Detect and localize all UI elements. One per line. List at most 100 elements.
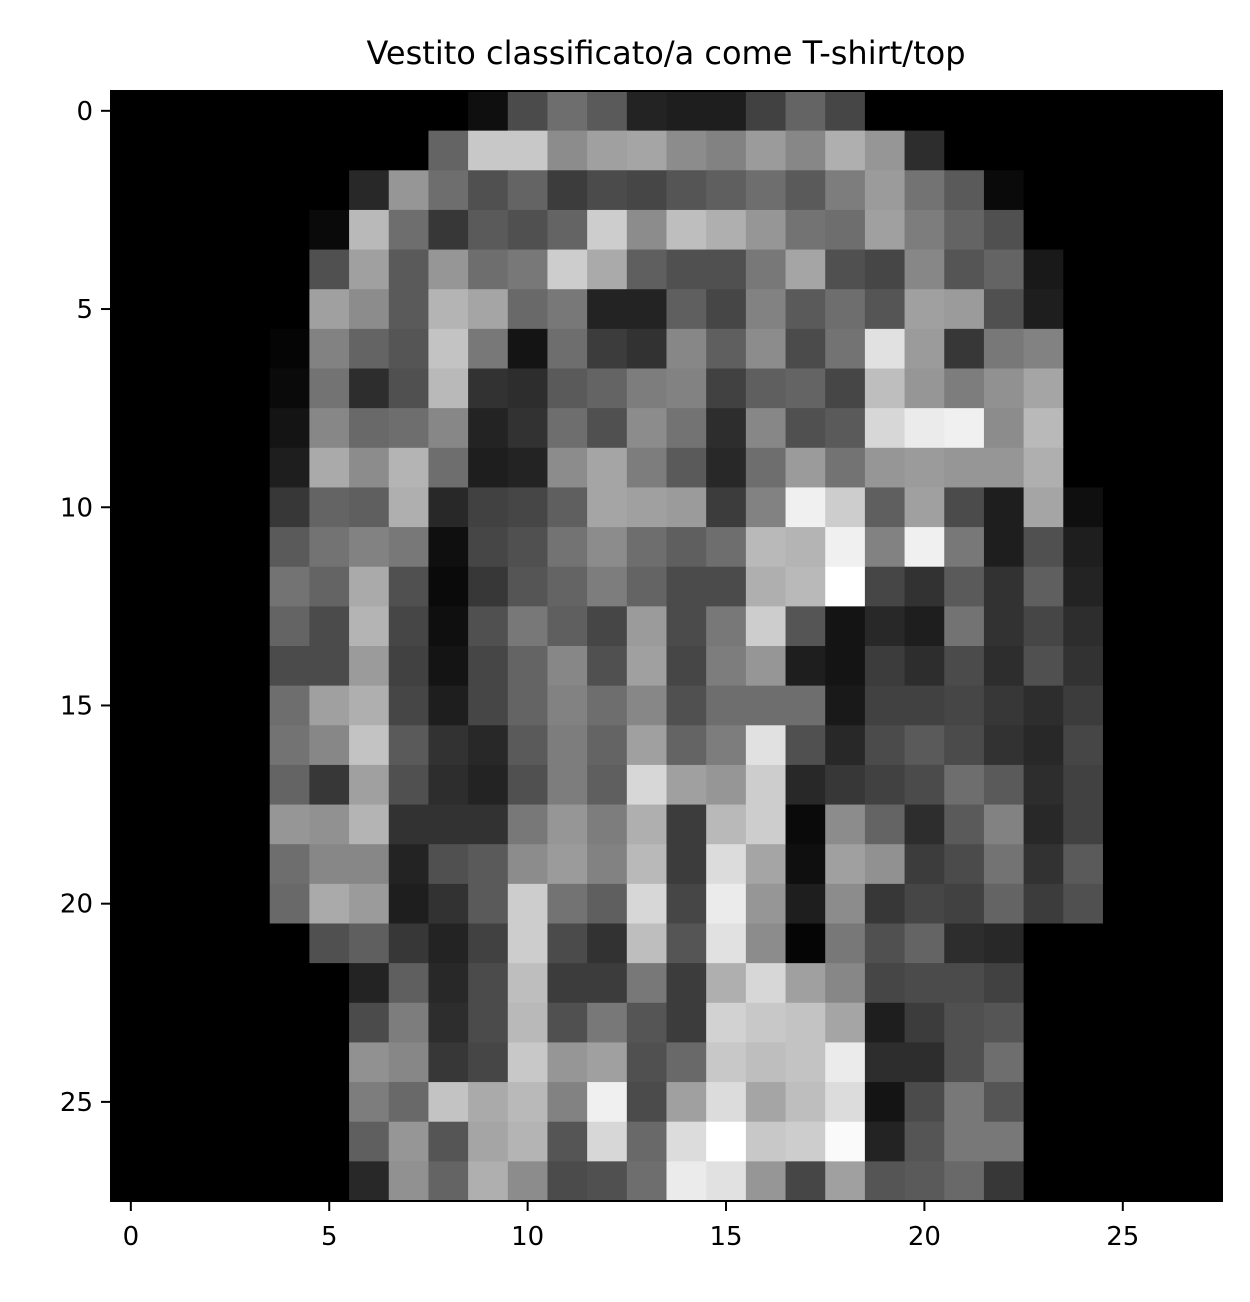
heatmap-cell-r9-c10 xyxy=(507,447,549,489)
heatmap-cell-r12-c2 xyxy=(190,566,231,607)
heatmap-cell-r3-c20 xyxy=(904,209,945,251)
heatmap-cell-r23-c27 xyxy=(1182,1002,1223,1044)
heatmap-cell-r18-c14 xyxy=(666,804,707,845)
heatmap-cell-r3-c14 xyxy=(666,209,707,251)
heatmap-cell-r6-c27 xyxy=(1182,328,1223,370)
heatmap-cell-r23-c23 xyxy=(1023,1002,1064,1044)
heatmap-cell-r22-c6 xyxy=(349,963,390,1004)
heatmap-cell-r26-c21 xyxy=(944,1121,985,1162)
heatmap-cell-r5-c0 xyxy=(111,289,152,330)
heatmap-cell-r21-c4 xyxy=(269,923,310,964)
heatmap-cell-r25-c8 xyxy=(428,1082,469,1123)
heatmap-cell-r11-c22 xyxy=(983,527,1025,568)
heatmap-cell-r21-c12 xyxy=(587,923,628,964)
y-tick-label-25: 25 xyxy=(60,1088,93,1118)
heatmap-cell-r7-c22 xyxy=(983,368,1025,409)
heatmap-cell-r5-c9 xyxy=(468,289,509,330)
heatmap-cell-r16-c0 xyxy=(111,725,152,766)
heatmap-cell-r26-c5 xyxy=(309,1121,350,1162)
heatmap-cell-r9-c16 xyxy=(745,447,787,489)
heatmap-cell-r4-c20 xyxy=(904,249,945,290)
heatmap-cell-r14-c25 xyxy=(1102,646,1144,687)
heatmap-cell-r9-c8 xyxy=(428,447,469,489)
heatmap-cell-r22-c13 xyxy=(626,963,668,1004)
heatmap-cell-r27-c2 xyxy=(190,1161,231,1202)
heatmap-cell-r15-c20 xyxy=(904,685,945,726)
heatmap-cell-r7-c4 xyxy=(269,368,310,409)
heatmap-cell-r23-c26 xyxy=(1142,1002,1183,1044)
heatmap-cell-r22-c9 xyxy=(468,963,509,1004)
heatmap-cell-r27-c10 xyxy=(507,1161,549,1202)
heatmap-cell-r26-c14 xyxy=(666,1121,707,1162)
heatmap-cell-r8-c0 xyxy=(111,408,152,449)
heatmap-cell-r6-c24 xyxy=(1063,328,1104,370)
heatmap-cell-r2-c2 xyxy=(190,170,231,211)
heatmap-cell-r26-c3 xyxy=(230,1121,271,1162)
heatmap-cell-r4-c1 xyxy=(150,249,191,290)
heatmap-cell-r11-c12 xyxy=(587,527,628,568)
heatmap-cell-r6-c1 xyxy=(150,328,191,370)
heatmap-cell-r9-c9 xyxy=(468,447,509,489)
heatmap-cell-r6-c23 xyxy=(1023,328,1064,370)
heatmap-cell-r1-c27 xyxy=(1182,130,1223,171)
heatmap-cell-r27-c5 xyxy=(309,1161,350,1202)
heatmap-cell-r26-c25 xyxy=(1102,1121,1144,1162)
heatmap-cell-r0-c19 xyxy=(864,91,906,132)
heatmap-cell-r15-c1 xyxy=(150,685,191,726)
heatmap-cell-r2-c9 xyxy=(468,170,509,211)
heatmap-cell-r2-c21 xyxy=(944,170,985,211)
heatmap-cell-r13-c21 xyxy=(944,606,985,647)
heatmap-cell-r10-c6 xyxy=(349,487,390,528)
heatmap-cell-r2-c16 xyxy=(745,170,787,211)
heatmap-cell-r25-c4 xyxy=(269,1082,310,1123)
heatmap-cell-r3-c15 xyxy=(706,209,747,251)
heatmap-cell-r13-c20 xyxy=(904,606,945,647)
heatmap-cell-r21-c16 xyxy=(745,923,787,964)
heatmap-cell-r5-c25 xyxy=(1102,289,1144,330)
heatmap-cell-r0-c20 xyxy=(904,91,945,132)
heatmap-cell-r21-c24 xyxy=(1063,923,1104,964)
x-axis: 0 5 10 15 20 25 xyxy=(123,1201,1139,1252)
heatmap-cell-r4-c6 xyxy=(349,249,390,290)
heatmap-cell-r27-c26 xyxy=(1142,1161,1183,1202)
heatmap-cell-r25-c14 xyxy=(666,1082,707,1123)
heatmap-cell-r2-c8 xyxy=(428,170,469,211)
heatmap-cell-r4-c0 xyxy=(111,249,152,290)
heatmap-cell-r21-c3 xyxy=(230,923,271,964)
heatmap-cell-r17-c24 xyxy=(1063,764,1104,806)
heatmap-cell-r3-c5 xyxy=(309,209,350,251)
heatmap-cell-r16-c18 xyxy=(825,725,866,766)
heatmap-cell-r8-c2 xyxy=(190,408,231,449)
heatmap-cell-r20-c25 xyxy=(1102,883,1144,925)
heatmap-cell-r19-c4 xyxy=(269,844,310,885)
heatmap-cell-r23-c25 xyxy=(1102,1002,1144,1044)
heatmap-cell-r23-c18 xyxy=(825,1002,866,1044)
heatmap-cell-r8-c25 xyxy=(1102,408,1144,449)
heatmap-cell-r12-c18 xyxy=(825,566,866,607)
heatmap-cell-r7-c21 xyxy=(944,368,985,409)
heatmap-cell-r8-c11 xyxy=(547,408,588,449)
heatmap-cell-r7-c13 xyxy=(626,368,668,409)
heatmap-cell-r26-c19 xyxy=(864,1121,906,1162)
heatmap-cell-r10-c15 xyxy=(706,487,747,528)
heatmap-cell-r8-c17 xyxy=(785,408,826,449)
heatmap-cell-r8-c16 xyxy=(745,408,787,449)
heatmap-cell-r5-c24 xyxy=(1063,289,1104,330)
heatmap-cell-r7-c11 xyxy=(547,368,588,409)
heatmap-cell-r15-c9 xyxy=(468,685,509,726)
heatmap-cell-r11-c11 xyxy=(547,527,588,568)
heatmap-cell-r23-c17 xyxy=(785,1002,826,1044)
heatmap-cell-r25-c10 xyxy=(507,1082,549,1123)
heatmap-cell-r1-c7 xyxy=(388,130,430,171)
heatmap-cell-r3-c0 xyxy=(111,209,152,251)
heatmap-cell-r13-c18 xyxy=(825,606,866,647)
heatmap-cell-r20-c2 xyxy=(190,883,231,925)
heatmap-cell-r24-c9 xyxy=(468,1042,509,1083)
heatmap-cell-r24-c13 xyxy=(626,1042,668,1083)
heatmap-cell-r15-c6 xyxy=(349,685,390,726)
heatmap-cell-r16-c12 xyxy=(587,725,628,766)
heatmap-cell-r10-c17 xyxy=(785,487,826,528)
heatmap-cell-r2-c10 xyxy=(507,170,549,211)
heatmap-cell-r0-c23 xyxy=(1023,91,1064,132)
heatmap-cell-r27-c23 xyxy=(1023,1161,1064,1202)
